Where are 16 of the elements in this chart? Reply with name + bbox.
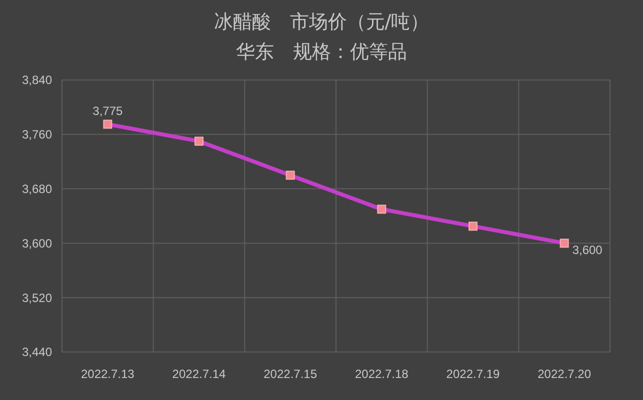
- y-tick-label: 3,760: [22, 128, 52, 142]
- y-tick-label: 3,600: [22, 236, 52, 250]
- y-tick-label: 3,840: [22, 73, 52, 88]
- x-tick-label: 2022.7.14: [172, 367, 226, 381]
- x-tick-label: 2022.7.19: [446, 367, 500, 381]
- x-tick-label: 2022.7.15: [264, 367, 318, 381]
- x-tick-label: 2022.7.18: [354, 367, 409, 381]
- data-label: 3,600: [572, 243, 603, 258]
- y-tick-label: 3,520: [22, 290, 52, 305]
- x-tick-label: 2022.7.20: [538, 367, 592, 381]
- data-label: 3,775: [92, 104, 124, 118]
- y-tick-label: 3,680: [22, 182, 52, 196]
- y-tick-label: 3,440: [22, 345, 52, 360]
- x-tick-label: 2022.7.13: [80, 367, 135, 381]
- chart-subtitle: 华东 规格：优等品: [236, 41, 407, 63]
- chart-title: 冰醋酸 市场价（元/吨）: [214, 11, 430, 33]
